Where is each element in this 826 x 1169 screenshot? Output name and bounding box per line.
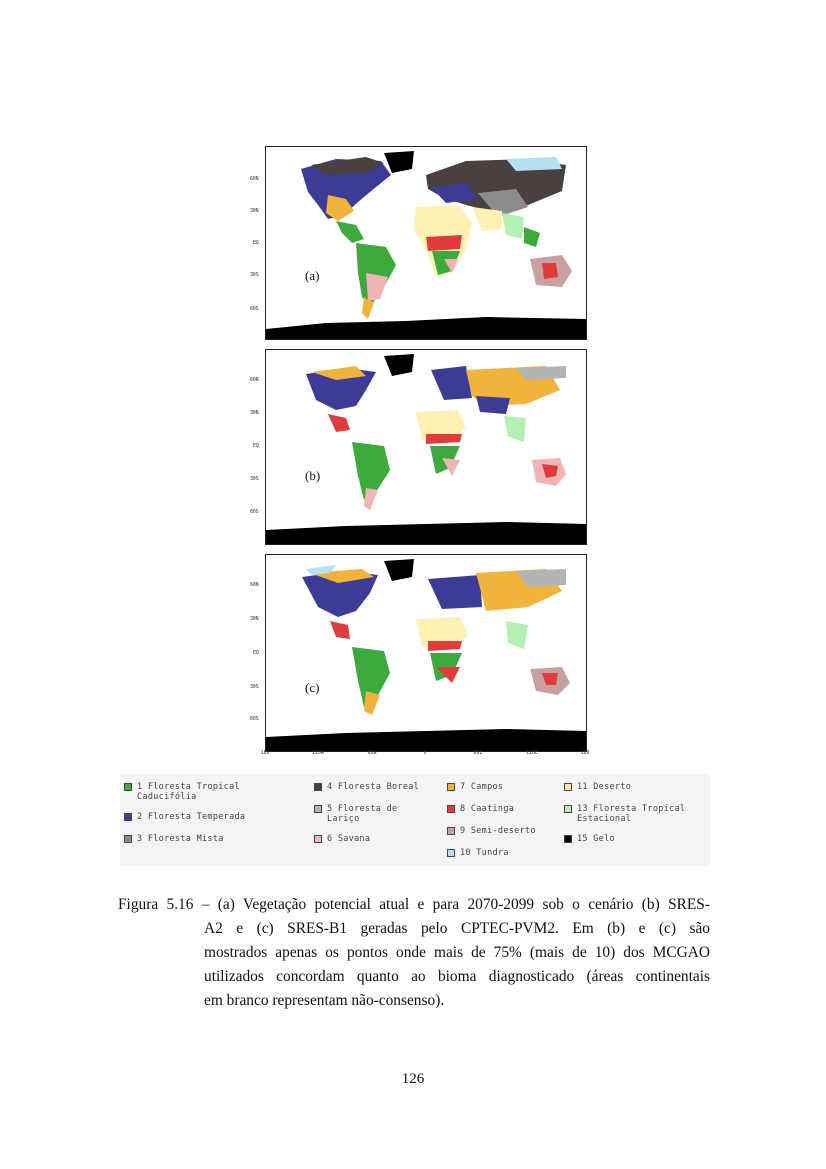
legend-label: 5 Floresta de Lariço — [327, 804, 398, 824]
map-panel-c — [265, 554, 587, 752]
panel-label-a: (a) — [304, 268, 321, 284]
legend-label: 7 Campos — [460, 782, 504, 792]
legend-swatch — [447, 783, 455, 791]
legend-label: 3 Floresta Mista — [137, 834, 224, 844]
legend-swatch — [564, 783, 572, 791]
legend-label: 1 Floresta Tropical Caducifólia — [137, 782, 240, 802]
page-number: 126 — [401, 1071, 425, 1087]
lon-label: 60W — [367, 750, 377, 756]
map-panel-a — [265, 146, 587, 340]
lat-label: 30S — [250, 272, 259, 278]
lat-label: EQ — [253, 443, 259, 449]
legend-swatch — [314, 835, 322, 843]
legend-label: 2 Floresta Temperada — [137, 812, 246, 822]
legend-swatch — [564, 835, 572, 843]
legend-label: 9 Semi-deserto — [460, 826, 536, 836]
lat-label: 60S — [250, 509, 259, 515]
lat-label: 30S — [250, 476, 259, 482]
world-map-b — [266, 350, 586, 544]
panel-label-b: (b) — [304, 468, 322, 484]
lat-label: 30N — [250, 410, 259, 416]
caption-line: utilizados concordam quanto ao bioma dia… — [204, 968, 710, 985]
legend-swatch — [447, 849, 455, 857]
legend-swatch — [314, 783, 322, 791]
figure-caption: Figura 5.16 – (a) Vegetação potencial at… — [118, 893, 710, 1013]
legend-label: 8 Caatinga — [460, 804, 515, 814]
legend-label: 10 Tundra — [460, 848, 509, 858]
longitude-axis: 180 120W 60W 0 60E 120E 180 — [260, 750, 590, 760]
lat-label: 60S — [250, 306, 259, 312]
lat-label: 60N — [250, 377, 259, 383]
legend-label: 11 Deserto — [577, 782, 632, 792]
caption-line: A2 e (c) SRES-B1 geradas pelo CPTEC-PVM2… — [204, 920, 710, 937]
legend: 1 Floresta Tropical Caducifólia 2 Flores… — [120, 774, 710, 866]
lon-label: 60E — [473, 750, 483, 756]
lon-label: 180 — [580, 750, 590, 756]
caption-line: em branco representam não-consenso). — [204, 992, 445, 1009]
legend-label: 13 Floresta Tropical Estacional — [577, 804, 686, 824]
lat-label: EQ — [253, 650, 259, 656]
lat-label: EQ — [253, 240, 259, 246]
panel-label-c: (c) — [304, 680, 321, 696]
legend-swatch — [314, 805, 322, 813]
world-map-c — [266, 555, 586, 751]
lon-label: 0 — [423, 750, 427, 756]
lon-label: 120E — [525, 750, 539, 756]
caption-line: Figura 5.16 – (a) Vegetação potencial at… — [118, 896, 710, 913]
lon-label: 120W — [311, 750, 325, 756]
lat-label: 30N — [250, 616, 259, 622]
legend-swatch — [124, 813, 132, 821]
lat-label: 30N — [250, 208, 259, 214]
legend-swatch — [447, 827, 455, 835]
legend-label: 15 Gelo — [577, 834, 615, 844]
legend-swatch — [124, 835, 132, 843]
lon-label: 180 — [260, 750, 270, 756]
map-panel-b — [265, 349, 587, 545]
lat-label: 30S — [250, 684, 259, 690]
lat-label: 60N — [250, 582, 259, 588]
legend-swatch — [124, 783, 132, 791]
lat-label: 60S — [250, 716, 259, 722]
caption-line: mostrados apenas os pontos onde mais de … — [204, 944, 710, 961]
legend-swatch — [564, 805, 572, 813]
world-map-a — [266, 147, 586, 339]
legend-label: 6 Savana — [327, 834, 371, 844]
lat-label: 60N — [250, 176, 259, 182]
legend-label: 4 Floresta Boreal — [327, 782, 420, 792]
legend-swatch — [447, 805, 455, 813]
